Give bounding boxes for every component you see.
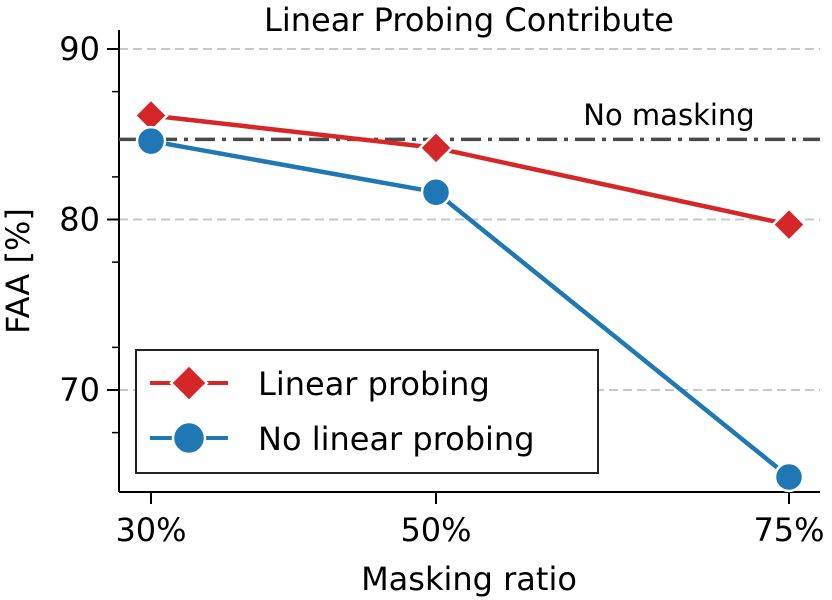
- data-point-circle: [773, 461, 805, 493]
- y-tick-label: 90: [59, 30, 100, 68]
- data-point-diamond: [771, 206, 807, 243]
- series-group: [133, 97, 807, 493]
- legend: Linear probing No linear probing: [135, 349, 599, 474]
- axes: [118, 30, 820, 493]
- reference-line-group: No masking: [119, 98, 820, 142]
- legend-label-linear-probing: Linear probing: [258, 365, 490, 403]
- y-axis-label: FAA [%]: [0, 208, 37, 334]
- legend-label-no-linear-probing: No linear probing: [258, 420, 535, 458]
- x-tick-label: 30%: [115, 511, 186, 549]
- data-point-diamond: [418, 130, 454, 166]
- x-tick-label: 50%: [400, 511, 471, 549]
- legend-marker-linear-probing: [169, 363, 209, 403]
- y-tick-label: 80: [59, 201, 100, 239]
- x-axis-label: Masking ratio: [361, 560, 577, 598]
- legend-marker-no-linear-probing: [171, 420, 207, 456]
- x-tick-label: 75%: [753, 511, 824, 549]
- reference-line-label: No masking: [583, 98, 754, 132]
- tick-marks: 70 80 90 30% 50% 75%: [59, 30, 824, 549]
- legend-box: [135, 349, 599, 474]
- data-point-circle: [420, 176, 452, 208]
- chart-title: Linear Probing Contribute: [264, 1, 674, 39]
- data-point-circle: [135, 125, 167, 157]
- y-tick-label: 70: [59, 371, 100, 409]
